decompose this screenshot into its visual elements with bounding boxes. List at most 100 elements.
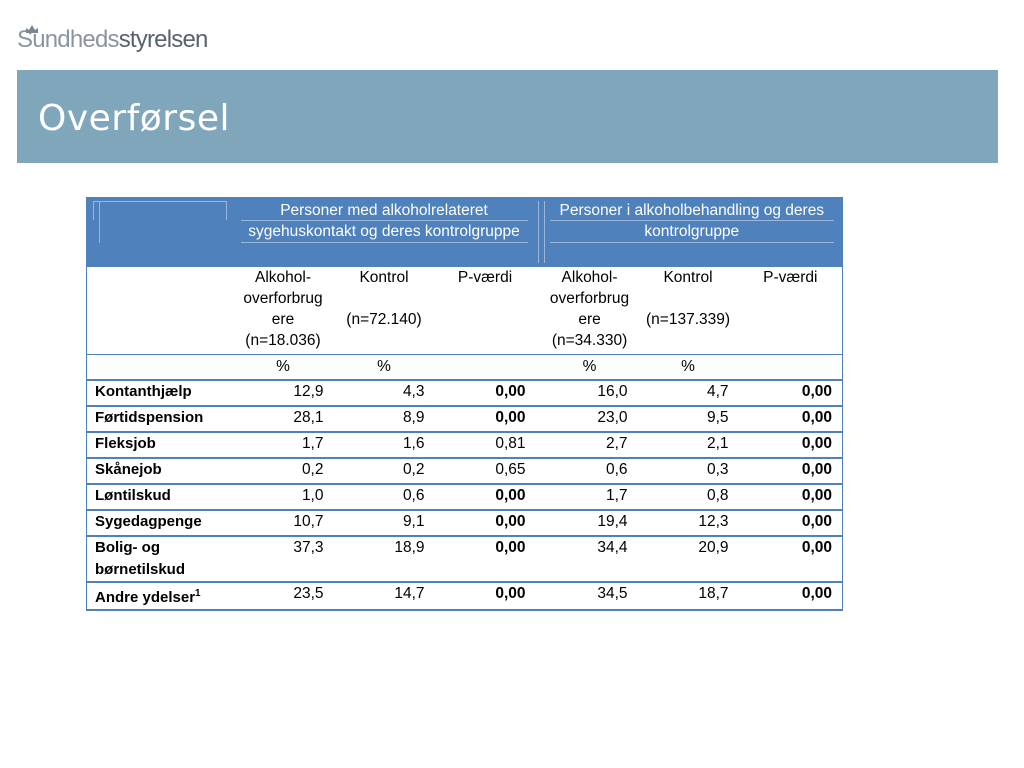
percent-blank bbox=[86, 354, 233, 381]
percent-g1-ctrl: % bbox=[333, 354, 435, 381]
value-cell: 23,5 bbox=[232, 581, 334, 611]
value-cell: 0,00 bbox=[738, 405, 843, 432]
value-cell: 9,1 bbox=[333, 509, 435, 536]
row-label: Fleksjob bbox=[86, 431, 233, 458]
percent-row: % % % % bbox=[86, 354, 843, 381]
header-line: P-værdi bbox=[763, 269, 818, 286]
separator-cell bbox=[535, 509, 542, 536]
table-body: Kontanthjælp 12,9 4,3 0,00 16,0 4,7 0,00 Førtid… bbox=[86, 379, 843, 611]
logo-text-part2: styrelsen bbox=[118, 26, 209, 53]
group-separator bbox=[535, 197, 545, 267]
separator-cell bbox=[535, 431, 542, 458]
g1-alcohol-header: Alkohol- overforbrug ere (n=18.036) bbox=[232, 266, 334, 355]
row-label: Løntilskud bbox=[86, 483, 233, 510]
row-label: Skånejob bbox=[86, 457, 233, 484]
value-cell: 2,1 bbox=[637, 431, 739, 458]
row-label: Kontanthjælp bbox=[86, 379, 233, 406]
header-line: P-værdi bbox=[457, 269, 513, 286]
row-label: Andre ydelser1 bbox=[86, 581, 233, 611]
value-cell: 14,7 bbox=[333, 581, 435, 611]
row-label-text: Skånejob bbox=[95, 461, 162, 478]
value-cell: 2,7 bbox=[541, 431, 638, 458]
row-label-text: Førtidspension bbox=[95, 409, 204, 426]
header-line: overforbrug bbox=[549, 290, 630, 307]
benefits-table: Personer med alkoholrelateret sygehuskon… bbox=[86, 197, 844, 611]
value-cell: 23,0 bbox=[541, 405, 638, 432]
value-cell: 8,9 bbox=[333, 405, 435, 432]
value-cell: 10,7 bbox=[232, 509, 334, 536]
value-cell: 16,0 bbox=[541, 379, 638, 406]
table-row: Kontanthjælp 12,9 4,3 0,00 16,0 4,7 0,00 bbox=[86, 379, 843, 406]
table-row: Bolig- og børnetilskud 37,3 18,9 0,00 34,4 20… bbox=[86, 535, 843, 582]
value-cell: 1,6 bbox=[333, 431, 435, 458]
value-cell: 0,2 bbox=[333, 457, 435, 484]
separator-cell bbox=[535, 379, 542, 406]
row-label: Bolig- og børnetilskud bbox=[86, 535, 233, 582]
value-cell: 1,7 bbox=[232, 431, 334, 458]
row-label-text: Løntilskud bbox=[95, 487, 171, 504]
percent-g1-alc: % bbox=[232, 354, 334, 381]
table-row: Løntilskud 1,0 0,6 0,00 1,7 0,8 0,00 bbox=[86, 483, 843, 510]
value-cell: 0,00 bbox=[434, 535, 536, 582]
header-line: Kontrol bbox=[359, 269, 409, 286]
separator-cell bbox=[535, 405, 542, 432]
value-cell: 34,4 bbox=[541, 535, 638, 582]
row-label-text: Kontanthjælp bbox=[95, 383, 192, 400]
row-label-text: Bolig- og børnetilskud bbox=[95, 539, 186, 578]
table-row: Skånejob 0,2 0,2 0,65 0,6 0,3 0,00 bbox=[86, 457, 843, 484]
group2-header: Personer i alkoholbehandling og deres ko… bbox=[541, 197, 843, 267]
value-cell: 1,0 bbox=[232, 483, 334, 510]
header-line: Alkohol- bbox=[561, 269, 618, 286]
value-cell: 4,3 bbox=[333, 379, 435, 406]
percent-g2-alc: % bbox=[541, 354, 638, 381]
value-cell: 0,2 bbox=[232, 457, 334, 484]
subheader-blank-cell bbox=[86, 266, 233, 355]
title-band: Overførsel bbox=[17, 70, 998, 163]
value-cell: 19,4 bbox=[541, 509, 638, 536]
value-cell: 0,6 bbox=[541, 457, 638, 484]
group1-line2: sygehuskontakt og deres kontrolgruppe bbox=[248, 223, 520, 240]
g2-pvalue-header: P-værdi bbox=[738, 266, 843, 355]
percent-blank bbox=[434, 354, 536, 381]
value-cell: 0,00 bbox=[434, 483, 536, 510]
value-cell: 0,00 bbox=[738, 457, 843, 484]
header-line: (n=18.036) bbox=[245, 332, 321, 349]
value-cell: 0,00 bbox=[738, 535, 843, 582]
value-cell: 12,3 bbox=[637, 509, 739, 536]
value-cell: 0,8 bbox=[637, 483, 739, 510]
value-cell: 0,3 bbox=[637, 457, 739, 484]
footnote-marker: 1 bbox=[195, 588, 201, 599]
g1-control-header: Kontrol (n=72.140) bbox=[333, 266, 435, 355]
percent-blank bbox=[738, 354, 843, 381]
row-label-text: Andre ydelser bbox=[95, 589, 196, 606]
value-cell: 1,7 bbox=[541, 483, 638, 510]
header-line: overforbrug bbox=[243, 290, 323, 307]
header-line: Alkohol- bbox=[255, 269, 311, 286]
group2-line1: Personer i alkoholbehandling og deres bbox=[559, 202, 825, 219]
value-cell: 0,6 bbox=[333, 483, 435, 510]
table-row: Andre ydelser1 23,5 14,7 0,00 34,5 18,7 0,00 bbox=[86, 581, 843, 611]
header-line: Kontrol bbox=[663, 269, 713, 286]
group1-header: Personer med alkoholrelateret sygehuskon… bbox=[232, 197, 536, 267]
table-row: Førtidspension 28,1 8,9 0,00 23,0 9,5 0,00 bbox=[86, 405, 843, 432]
value-cell: 4,7 bbox=[637, 379, 739, 406]
sundhedsstyrelsen-logo: Sundheds styrelsen bbox=[17, 25, 209, 54]
group2-line2: kontrolgruppe bbox=[644, 223, 740, 240]
percent-g2-ctrl: % bbox=[637, 354, 739, 381]
g2-alcohol-header: Alkohol- overforbrug ere (n=34.330) bbox=[541, 266, 638, 355]
header-spacer bbox=[334, 288, 435, 309]
value-cell: 28,1 bbox=[232, 405, 334, 432]
value-cell: 0,00 bbox=[434, 581, 536, 611]
row-label: Sygedagpenge bbox=[86, 509, 233, 536]
g1-pvalue-header: P-værdi bbox=[434, 266, 536, 355]
value-cell: 0,00 bbox=[738, 581, 843, 611]
value-cell: 9,5 bbox=[637, 405, 739, 432]
separator-cell bbox=[535, 581, 542, 611]
group-header-row: Personer med alkoholrelateret sygehuskon… bbox=[86, 197, 843, 267]
crown-icon bbox=[26, 25, 38, 33]
g2-control-header: Kontrol (n=137.339) bbox=[637, 266, 739, 355]
value-cell: 0,00 bbox=[434, 379, 536, 406]
page-title: Overførsel bbox=[38, 98, 230, 139]
table-row: Sygedagpenge 10,7 9,1 0,00 19,4 12,3 0,00 bbox=[86, 509, 843, 536]
separator-cell bbox=[535, 535, 542, 582]
